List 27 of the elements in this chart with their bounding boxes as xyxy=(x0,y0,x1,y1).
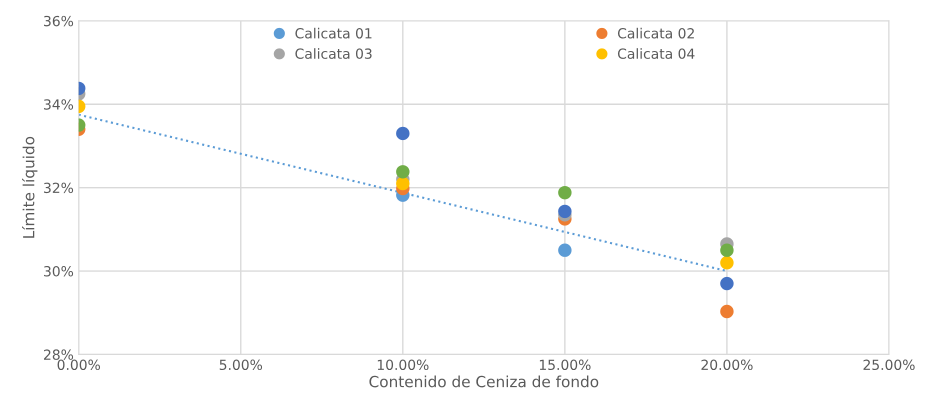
x-tick-label: 20.00% xyxy=(701,360,753,370)
legend-label: Calicata 03 xyxy=(295,48,372,59)
point xyxy=(558,186,572,200)
x-tick-label: 5.00% xyxy=(220,360,262,370)
point xyxy=(396,126,410,140)
legend-label: Calicata 01 xyxy=(295,28,372,39)
point xyxy=(558,243,572,257)
x-tick-label: 0.00% xyxy=(58,360,100,370)
legend-label: Calicata 04 xyxy=(618,48,695,59)
y-tick-label: 28% xyxy=(44,349,74,360)
y-tick-label: 32% xyxy=(44,182,74,194)
point xyxy=(396,165,410,179)
y-tick-label: 30% xyxy=(44,266,74,277)
x-tick-label: 15.00% xyxy=(540,360,591,370)
y-axis-title: Límite líquido xyxy=(22,136,38,238)
point xyxy=(720,276,734,290)
y-tick-label: 36% xyxy=(44,16,74,26)
point xyxy=(720,243,734,257)
point xyxy=(396,176,410,190)
x-tick-label: 10.00% xyxy=(378,360,429,370)
point xyxy=(720,304,734,318)
point xyxy=(558,204,572,218)
x-axis-title: Contenido de Ceniza de fondo xyxy=(369,376,598,388)
point xyxy=(720,256,734,270)
y-tick-label: 34% xyxy=(44,99,74,110)
x-tick-label: 25.00% xyxy=(864,360,915,370)
legend-label: Calicata 02 xyxy=(618,28,694,39)
